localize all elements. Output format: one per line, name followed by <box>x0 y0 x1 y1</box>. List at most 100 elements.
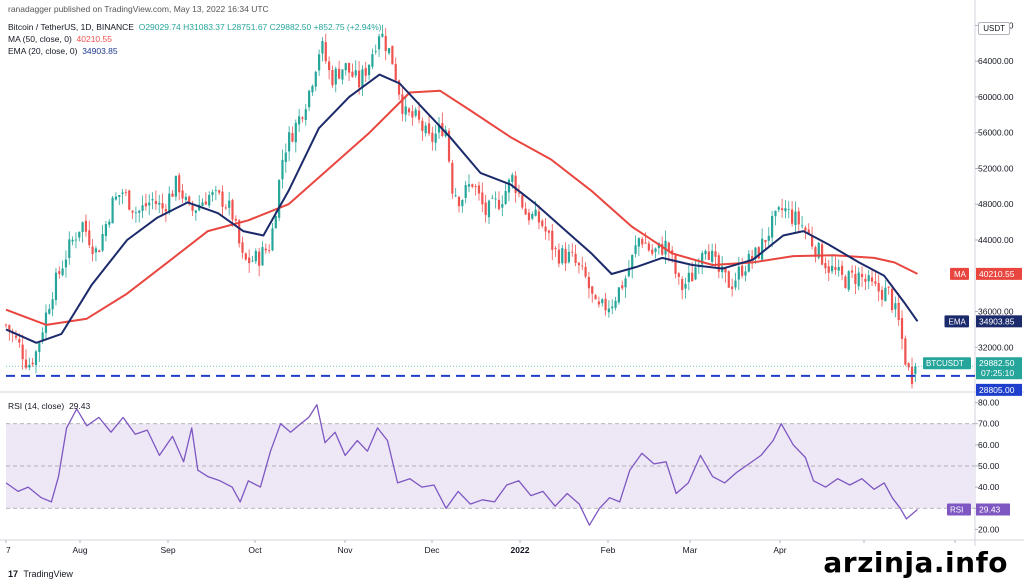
price-tick-label: 48000.00 <box>978 199 1014 209</box>
candle-body <box>794 211 797 226</box>
candle-body <box>874 281 877 284</box>
candle-body <box>751 256 754 261</box>
candle-body <box>234 218 237 221</box>
ma-legend[interactable]: MA (50, close, 0) 40210.55 <box>8 34 112 44</box>
ema-label: EMA (20, close, 0) <box>8 46 78 56</box>
candle-body <box>864 278 867 282</box>
candle-body <box>298 116 301 125</box>
candle-body <box>781 208 784 211</box>
candle-body <box>624 278 627 288</box>
rsi-line <box>5 404 918 526</box>
candle-body <box>591 286 594 294</box>
candle-body <box>161 203 164 209</box>
candle-body <box>54 272 58 301</box>
candle-body <box>477 185 481 194</box>
ma-price-label-text: 40210.55 <box>979 269 1015 279</box>
candle-body <box>381 33 384 37</box>
candle-body <box>717 255 720 272</box>
ema-price-label-tag: EMA <box>949 317 967 326</box>
candle-body <box>308 90 311 108</box>
candle-body <box>431 132 434 142</box>
candle-body <box>214 190 217 191</box>
time-tick-label: Oct <box>248 545 262 555</box>
candle-body <box>427 123 431 134</box>
ema20-line <box>5 73 919 344</box>
time-tick-label: Feb <box>601 545 616 555</box>
candle-body <box>677 273 680 277</box>
candle-body <box>561 248 564 264</box>
rsi-header-value: 29.43 <box>68 401 91 411</box>
time-tick-label: Mar <box>683 545 698 555</box>
candle-body <box>178 175 181 193</box>
candle-body <box>141 205 144 211</box>
candle-body <box>337 68 341 79</box>
candle-body <box>507 179 511 193</box>
rsi-legend[interactable]: RSI (14, close) 29.43 <box>8 401 90 411</box>
rsi-label-text: RSI (14, close) <box>8 401 65 411</box>
candle-body <box>661 243 664 255</box>
ema-price-label-bg <box>976 315 1022 328</box>
candle-body <box>877 283 880 292</box>
candle-body <box>84 220 88 232</box>
candle-body <box>357 70 361 88</box>
candle-body <box>218 190 221 193</box>
candle-body <box>467 184 471 187</box>
ma50-line <box>5 89 918 326</box>
tradingview-logo-icon[interactable]: 17 <box>8 569 19 579</box>
candle-body <box>328 61 331 70</box>
candle-body <box>128 190 131 210</box>
candle-body <box>887 286 890 288</box>
candle-body <box>221 191 224 207</box>
ema-value: 34903.85 <box>82 46 118 56</box>
candle-body <box>764 239 767 243</box>
time-tick-label: 2022 <box>511 545 530 555</box>
candle-body <box>724 268 727 273</box>
candle-body <box>24 359 28 368</box>
candle-body <box>14 335 18 338</box>
candle-body <box>74 239 78 241</box>
candle-body <box>494 198 497 200</box>
candle-body <box>414 109 417 116</box>
candle-body <box>184 196 187 200</box>
candle-body <box>48 308 51 314</box>
rsi-tick-label: 70.00 <box>978 419 1000 429</box>
btc-tag: BTCUSDT <box>926 359 964 368</box>
candle-body <box>354 70 357 76</box>
candle-body <box>784 208 787 212</box>
candle-body <box>94 248 98 253</box>
candle-body <box>201 202 204 206</box>
candle-body <box>711 250 714 262</box>
candle-body <box>870 277 874 282</box>
candle-body <box>64 259 68 268</box>
currency-badge[interactable]: USDT <box>978 22 1010 35</box>
candle-body <box>574 253 577 263</box>
candle-body <box>727 271 730 288</box>
candle-body <box>384 35 387 51</box>
candle-body <box>174 175 177 197</box>
rsi-tick-label: 60.00 <box>978 440 1000 450</box>
candle-body <box>251 260 254 262</box>
ema-legend[interactable]: EMA (20, close, 0) 34903.85 <box>8 46 118 56</box>
tradingview-brand[interactable]: TradingView <box>23 569 73 579</box>
candle-body <box>654 248 657 252</box>
candle-body <box>274 216 277 229</box>
candle-body <box>171 193 174 197</box>
candle-body <box>314 71 317 87</box>
candle-body <box>254 250 257 262</box>
candle-body <box>391 45 394 65</box>
candle-body <box>777 207 780 210</box>
candle-body <box>810 235 814 247</box>
candle-body <box>497 199 501 210</box>
candle-body <box>34 351 38 366</box>
price-tick-label: 60000.00 <box>978 92 1014 102</box>
candle-body <box>417 110 421 120</box>
candle-body <box>158 202 161 205</box>
candle-body <box>757 247 760 259</box>
candle-body <box>437 124 441 133</box>
candle-body <box>631 254 634 269</box>
candle-body <box>907 363 910 368</box>
candle-body <box>4 324 8 326</box>
candle-body <box>771 216 774 238</box>
candle-body <box>194 210 197 213</box>
